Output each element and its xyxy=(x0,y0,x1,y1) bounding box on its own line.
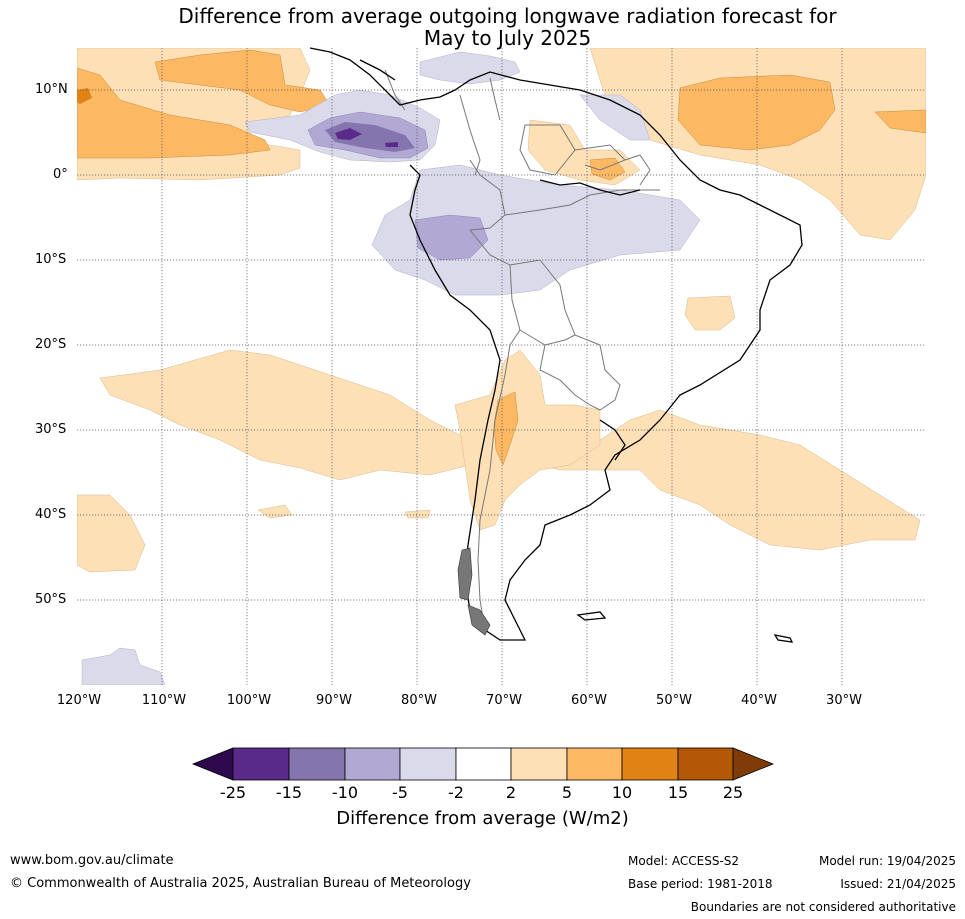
colorbar xyxy=(191,747,775,781)
positive-anomaly-region xyxy=(99,349,921,551)
lat-label: 50°S xyxy=(35,592,67,607)
negative-anomaly-region xyxy=(579,94,651,141)
chile-archipelago xyxy=(457,547,491,636)
lon-label: 70°W xyxy=(486,693,522,708)
positive-anomaly-region xyxy=(77,88,92,104)
negative-anomaly-region xyxy=(81,647,166,685)
colorbar-tick: 25 xyxy=(722,783,744,802)
colorbar-swatch xyxy=(566,747,623,781)
colorbar-swatch xyxy=(288,747,346,781)
country-borders xyxy=(384,69,660,631)
map-title-line-1: Difference from average outgoing longwav… xyxy=(178,4,837,28)
lon-label: 100°W xyxy=(226,693,272,708)
lat-label: 30°S xyxy=(35,422,67,437)
anomaly-shading xyxy=(77,48,926,685)
colorbar-tick: 10 xyxy=(611,783,633,802)
positive-anomaly-region xyxy=(257,504,293,519)
coastline xyxy=(309,47,803,643)
colorbar-swatch xyxy=(510,747,568,781)
colorbar-tick: 15 xyxy=(667,783,689,802)
positive-anomaly-region xyxy=(404,509,431,519)
colorbar-extend-low xyxy=(191,747,234,781)
lon-label: 120°W xyxy=(56,693,102,708)
colorbar-tick: 2 xyxy=(505,783,517,802)
lon-label: 60°W xyxy=(571,693,607,708)
colorbar-swatch xyxy=(344,747,401,781)
lon-label: 50°W xyxy=(656,693,692,708)
colorbar-tick: -2 xyxy=(448,783,464,802)
lon-label: 110°W xyxy=(141,693,187,708)
lat-label: 20°S xyxy=(35,337,67,352)
colorbar-label: Difference from average (W/m2) xyxy=(336,808,629,829)
source-url: www.bom.gov.au/climate xyxy=(10,853,174,868)
colorbar-tick: -10 xyxy=(331,783,359,802)
negative-anomaly-region xyxy=(385,142,398,147)
positive-anomaly-region xyxy=(684,295,736,331)
lon-label: 30°W xyxy=(826,693,862,708)
colorbar-tick: -15 xyxy=(275,783,303,802)
positive-anomaly-region xyxy=(677,74,836,151)
model-name: Model: ACCESS-S2 xyxy=(628,854,740,868)
colorbar-swatch xyxy=(399,747,457,781)
positive-anomaly-region xyxy=(454,349,601,531)
positive-anomaly-region xyxy=(77,67,271,159)
lon-label: 90°W xyxy=(316,693,352,708)
lat-label: 40°S xyxy=(35,507,67,522)
colorbar-swatch xyxy=(677,747,734,781)
graticule xyxy=(77,48,926,685)
colorbar-extend-high xyxy=(732,747,775,781)
model-run: Model run: 19/04/2025 xyxy=(818,854,956,868)
colorbar-swatch xyxy=(455,747,512,781)
lat-label: 10°S xyxy=(35,252,67,267)
base-period: Base period: 1981-2018 xyxy=(628,877,773,891)
boundaries-disclaimer: Boundaries are not considered authoritat… xyxy=(690,900,956,914)
positive-anomaly-region xyxy=(77,494,146,573)
copyright: © Commonwealth of Australia 2025, Austra… xyxy=(10,876,471,891)
colorbar-tick: -5 xyxy=(392,783,408,802)
negative-anomaly-region xyxy=(335,128,362,140)
negative-anomaly-region xyxy=(414,214,489,261)
map-title-line-2: May to July 2025 xyxy=(423,26,592,50)
colorbar-swatch xyxy=(621,747,679,781)
lon-label: 40°W xyxy=(741,693,777,708)
lat-label: 10°N xyxy=(35,82,68,97)
colorbar-swatch xyxy=(232,747,290,781)
lon-label: 80°W xyxy=(401,693,437,708)
colorbar-tick: -25 xyxy=(219,783,247,802)
negative-anomaly-region xyxy=(419,51,521,85)
lat-label: 0° xyxy=(53,167,68,182)
colorbar-tick: 5 xyxy=(561,783,573,802)
positive-anomaly-region xyxy=(874,109,926,134)
issued-date: Issued: 21/04/2025 xyxy=(840,877,956,891)
